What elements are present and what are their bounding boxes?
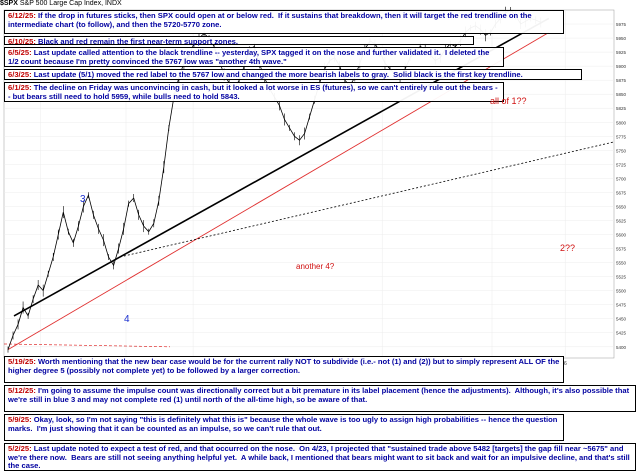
- y-tick-label: 5600: [616, 233, 627, 238]
- note-date: 5/9/25:: [8, 415, 34, 424]
- y-tick-label: 5650: [616, 204, 627, 209]
- note-date: 6/10/25:: [8, 37, 38, 46]
- y-tick-label: 5575: [616, 247, 627, 252]
- note-text: If the drop in futures sticks, then SPX …: [8, 11, 534, 29]
- note-text: Last update noted to expect a test of re…: [8, 444, 632, 471]
- y-tick-label: 5975: [616, 22, 627, 27]
- y-tick-label: 5475: [616, 303, 627, 308]
- dashed-trendline: [119, 141, 615, 258]
- note-text: Last update (5/1) moved the red label to…: [33, 70, 523, 79]
- note-date: 5/12/25:: [8, 386, 38, 395]
- chart-description: S&P 500 Large Cap Index, INDX: [19, 0, 122, 7]
- note-5: 5/19/25: Worth mentioning that the new b…: [4, 356, 564, 383]
- y-tick-label: 5550: [616, 261, 627, 266]
- note-1: 6/10/25: Black and red remain the first …: [4, 36, 474, 46]
- note-8: 5/2/25: Last update noted to expect a te…: [4, 443, 636, 471]
- note-date: 5/19/25:: [8, 357, 38, 366]
- note-4: 6/1/25: The decline on Friday was unconv…: [4, 82, 504, 102]
- x-tick-label: 16: [561, 361, 567, 367]
- y-tick-label: 5425: [616, 331, 627, 336]
- note-7: 5/9/25: Okay, look, so I'm not saying "t…: [4, 414, 564, 441]
- label-all-of-1: all of 1??: [490, 96, 527, 106]
- y-tick-label: 5875: [616, 78, 627, 83]
- note-date: 6/12/25:: [8, 11, 38, 20]
- chart-header: $SPX S&P 500 Large Cap Index, INDX: [0, 0, 640, 10]
- note-text: The decline on Friday was unconvincing i…: [8, 83, 498, 101]
- note-date: 5/2/25:: [8, 444, 34, 453]
- y-tick-label: 5725: [616, 162, 627, 167]
- label-another-4: another 4?: [296, 262, 335, 271]
- label-2-question: 2??: [560, 243, 576, 253]
- red-support-line: [3, 343, 171, 348]
- label-wave-4: 4: [124, 314, 130, 325]
- y-tick-label: 5850: [616, 92, 627, 97]
- note-3: 6/3/25: Last update (5/1) moved the red …: [4, 69, 582, 80]
- note-text: Okay, look, so I'm not saying "this is d…: [8, 415, 560, 433]
- note-text: Worth mentioning that the new bear case …: [8, 357, 562, 375]
- note-date: 6/5/25:: [8, 48, 34, 57]
- y-tick-label: 5500: [616, 289, 627, 294]
- y-tick-label: 5950: [616, 36, 627, 41]
- y-tick-label: 5925: [616, 50, 627, 55]
- note-date: 6/3/25:: [8, 70, 34, 79]
- chart-symbol: $SPX: [0, 0, 18, 7]
- y-tick-label: 5525: [616, 275, 627, 280]
- y-tick-label: 5675: [616, 190, 627, 195]
- y-tick-label: 5825: [616, 106, 627, 111]
- note-6: 5/12/25: I'm going to assume the impulse…: [4, 385, 636, 412]
- note-text: I'm going to assume the impulse count wa…: [8, 386, 632, 404]
- note-2: 6/5/25: Last update called attention to …: [4, 47, 504, 67]
- y-tick-label: 5400: [616, 345, 627, 350]
- note-0: 6/12/25: If the drop in futures sticks, …: [4, 10, 564, 34]
- label-wave-3: 3: [80, 194, 86, 205]
- y-tick-label: 5775: [616, 134, 627, 139]
- y-tick-label: 5450: [616, 317, 627, 322]
- black-trendline: [13, 17, 550, 317]
- y-tick-label: 5800: [616, 120, 627, 125]
- y-tick-label: 5750: [616, 148, 627, 153]
- y-tick-label: 5700: [616, 176, 627, 181]
- note-text: Black and red remain the first near-term…: [37, 37, 239, 46]
- note-text: Last update called attention to the blac…: [8, 48, 492, 66]
- note-date: 6/1/25:: [8, 83, 34, 92]
- y-tick-label: 5625: [616, 218, 627, 223]
- y-tick-label: 5900: [616, 64, 627, 69]
